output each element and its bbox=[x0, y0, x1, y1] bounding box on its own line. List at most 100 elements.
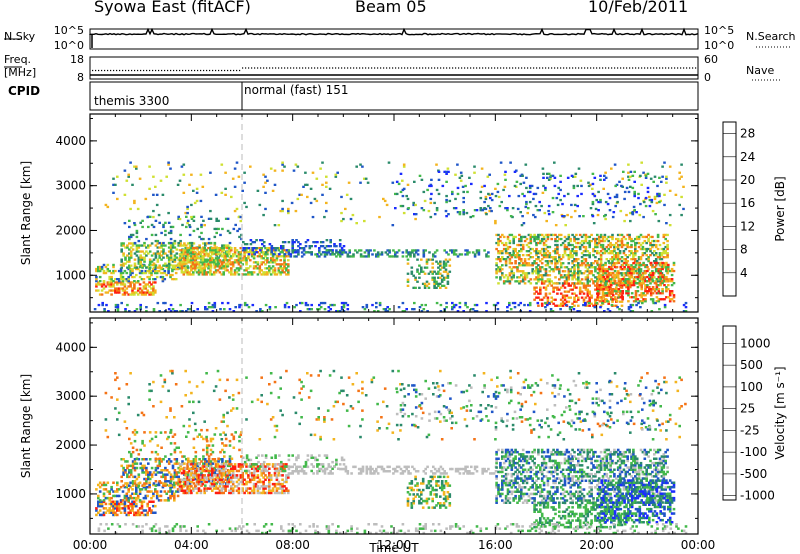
power-cell bbox=[346, 303, 350, 307]
power-cell bbox=[122, 254, 125, 257]
power-cell bbox=[610, 273, 613, 277]
velocity-cell bbox=[147, 473, 150, 476]
power-cell bbox=[577, 278, 580, 281]
velocity-cell bbox=[202, 455, 205, 458]
power-cell bbox=[433, 251, 437, 254]
power-cell bbox=[363, 255, 367, 258]
power-cell bbox=[565, 278, 569, 281]
velocity-cell bbox=[202, 458, 205, 461]
power-cell bbox=[606, 267, 609, 271]
velocity-cell bbox=[145, 471, 148, 474]
power-cell bbox=[266, 267, 269, 270]
velocity-cell bbox=[114, 502, 117, 506]
power-cell bbox=[551, 196, 555, 200]
power-cell bbox=[466, 253, 469, 256]
power-cell bbox=[295, 255, 298, 258]
velocity-cell bbox=[121, 507, 125, 510]
power-cell bbox=[506, 306, 509, 309]
power-cell bbox=[640, 292, 643, 295]
power-colorbar-title: Power [dB] bbox=[773, 176, 787, 241]
power-cell bbox=[618, 180, 621, 183]
power-cell bbox=[592, 274, 595, 277]
power-cell bbox=[627, 263, 630, 267]
power-cell bbox=[199, 173, 203, 176]
power-cell bbox=[495, 241, 498, 245]
power-cell bbox=[295, 251, 298, 254]
power-cell bbox=[218, 249, 222, 252]
power-cell bbox=[296, 165, 300, 168]
power-cell bbox=[249, 251, 252, 254]
power-cell bbox=[506, 252, 510, 255]
velocity-cell bbox=[165, 499, 168, 502]
power-cell bbox=[162, 301, 165, 305]
power-cell bbox=[148, 187, 151, 190]
power-cell bbox=[347, 181, 351, 184]
power-cell bbox=[599, 262, 603, 265]
velocity-cell bbox=[146, 485, 149, 489]
power-cell bbox=[596, 292, 600, 295]
power-cell bbox=[516, 270, 519, 273]
velocity-cell bbox=[108, 496, 111, 500]
velocity-cell bbox=[131, 431, 135, 434]
power-cell bbox=[292, 169, 296, 172]
power-cell bbox=[584, 270, 588, 273]
velocity-cell bbox=[166, 473, 169, 476]
power-cell bbox=[216, 257, 220, 260]
power-cell bbox=[489, 207, 492, 210]
power-cell bbox=[228, 249, 231, 252]
power-cell bbox=[521, 215, 524, 218]
power-cell bbox=[575, 272, 578, 275]
power-cell bbox=[646, 292, 649, 295]
power-cell bbox=[615, 288, 619, 291]
power-cell bbox=[571, 250, 574, 253]
power-cell bbox=[169, 237, 173, 241]
power-cell bbox=[571, 282, 574, 285]
power-cell bbox=[578, 290, 582, 293]
power-cell bbox=[197, 273, 201, 276]
power-cell bbox=[135, 235, 139, 239]
power-cell bbox=[569, 288, 572, 291]
power-cell bbox=[302, 253, 306, 256]
power-cell bbox=[610, 298, 613, 301]
power-cell bbox=[611, 237, 614, 241]
power-cell bbox=[546, 262, 550, 265]
power-cell bbox=[659, 278, 662, 281]
power-cell bbox=[249, 243, 253, 246]
power-cell bbox=[108, 289, 111, 292]
power-cell bbox=[445, 170, 448, 173]
power-cell bbox=[629, 275, 632, 279]
power-cell bbox=[418, 174, 422, 177]
power-cell bbox=[239, 265, 243, 268]
power-cell bbox=[169, 275, 172, 279]
power-cell bbox=[239, 259, 243, 262]
velocity-cell bbox=[136, 511, 140, 514]
power-cell bbox=[207, 259, 210, 262]
power-cell bbox=[395, 251, 399, 254]
power-cell bbox=[205, 242, 209, 245]
power-cell bbox=[639, 243, 643, 247]
velocity-cell bbox=[139, 466, 142, 470]
power-cell bbox=[262, 213, 265, 217]
power-cell bbox=[247, 247, 251, 250]
power-cell bbox=[575, 294, 578, 297]
power-cell bbox=[242, 249, 245, 252]
power-cell bbox=[131, 271, 134, 275]
power-cell bbox=[613, 269, 617, 273]
power-cell bbox=[329, 249, 332, 252]
power-cell bbox=[262, 173, 265, 176]
power-cell bbox=[95, 267, 98, 271]
power-cell bbox=[173, 254, 177, 257]
power-cell bbox=[137, 246, 141, 249]
velocity-cell bbox=[127, 488, 130, 491]
power-cell bbox=[575, 241, 578, 245]
power-cell bbox=[620, 241, 624, 245]
power-cell bbox=[442, 260, 446, 263]
velocity-cell bbox=[178, 487, 182, 490]
power-cell bbox=[604, 286, 607, 289]
power-cell bbox=[684, 306, 688, 309]
power-cell bbox=[106, 291, 110, 294]
power-cell bbox=[319, 301, 323, 305]
velocity-cell bbox=[197, 463, 201, 466]
power-cell bbox=[104, 265, 108, 269]
power-cell bbox=[452, 306, 456, 309]
